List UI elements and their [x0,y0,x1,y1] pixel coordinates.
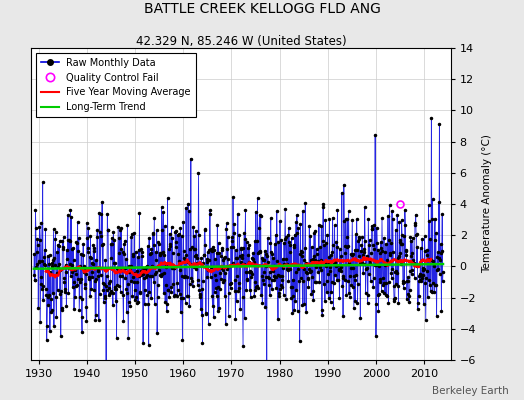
Text: Berkeley Earth: Berkeley Earth [432,386,508,396]
Legend: Raw Monthly Data, Quality Control Fail, Five Year Moving Average, Long-Term Tren: Raw Monthly Data, Quality Control Fail, … [36,53,196,117]
Text: BATTLE CREEK KELLOGG FLD ANG: BATTLE CREEK KELLOGG FLD ANG [144,2,380,16]
Title: 42.329 N, 85.246 W (United States): 42.329 N, 85.246 W (United States) [136,35,346,48]
Y-axis label: Temperature Anomaly (°C): Temperature Anomaly (°C) [482,134,492,274]
